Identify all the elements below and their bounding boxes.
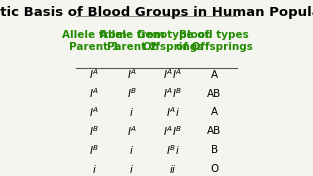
Text: Allele from
Parent 2: Allele from Parent 2	[100, 30, 164, 52]
Text: $i$: $i$	[92, 163, 96, 175]
Text: $I^A$: $I^A$	[127, 68, 137, 81]
Text: AB: AB	[207, 89, 221, 99]
Text: B: B	[211, 145, 218, 155]
Text: $i$: $i$	[129, 106, 134, 118]
Text: O: O	[210, 164, 218, 174]
Text: $I^B$: $I^B$	[127, 87, 137, 100]
Text: $ii$: $ii$	[169, 163, 177, 175]
Text: Allele from
Parent 1: Allele from Parent 1	[62, 30, 126, 52]
Text: Genotype of
Offsprings: Genotype of Offsprings	[137, 30, 209, 52]
Text: $I^A i$: $I^A i$	[166, 106, 180, 119]
Text: $I^B i$: $I^B i$	[166, 143, 180, 157]
Text: $I^A I^B$: $I^A I^B$	[163, 87, 183, 100]
Text: $i$: $i$	[129, 163, 134, 175]
Text: $I^A$: $I^A$	[89, 68, 99, 81]
Text: $I^A$: $I^A$	[89, 87, 99, 100]
Text: $i$: $i$	[129, 144, 134, 156]
Text: $I^A I^B$: $I^A I^B$	[163, 124, 183, 138]
Text: $I^B$: $I^B$	[89, 143, 99, 157]
Text: AB: AB	[207, 126, 221, 136]
Text: A: A	[211, 107, 218, 117]
Text: Blood types
of Offsprings: Blood types of Offsprings	[176, 30, 253, 52]
Text: $I^A$: $I^A$	[89, 106, 99, 119]
Text: A: A	[211, 70, 218, 80]
Text: Genetic Basis of Blood Groups in Human Population: Genetic Basis of Blood Groups in Human P…	[0, 6, 313, 19]
Text: $I^A$: $I^A$	[127, 124, 137, 138]
Text: $I^A I^A$: $I^A I^A$	[163, 68, 183, 81]
Text: $I^B$: $I^B$	[89, 124, 99, 138]
